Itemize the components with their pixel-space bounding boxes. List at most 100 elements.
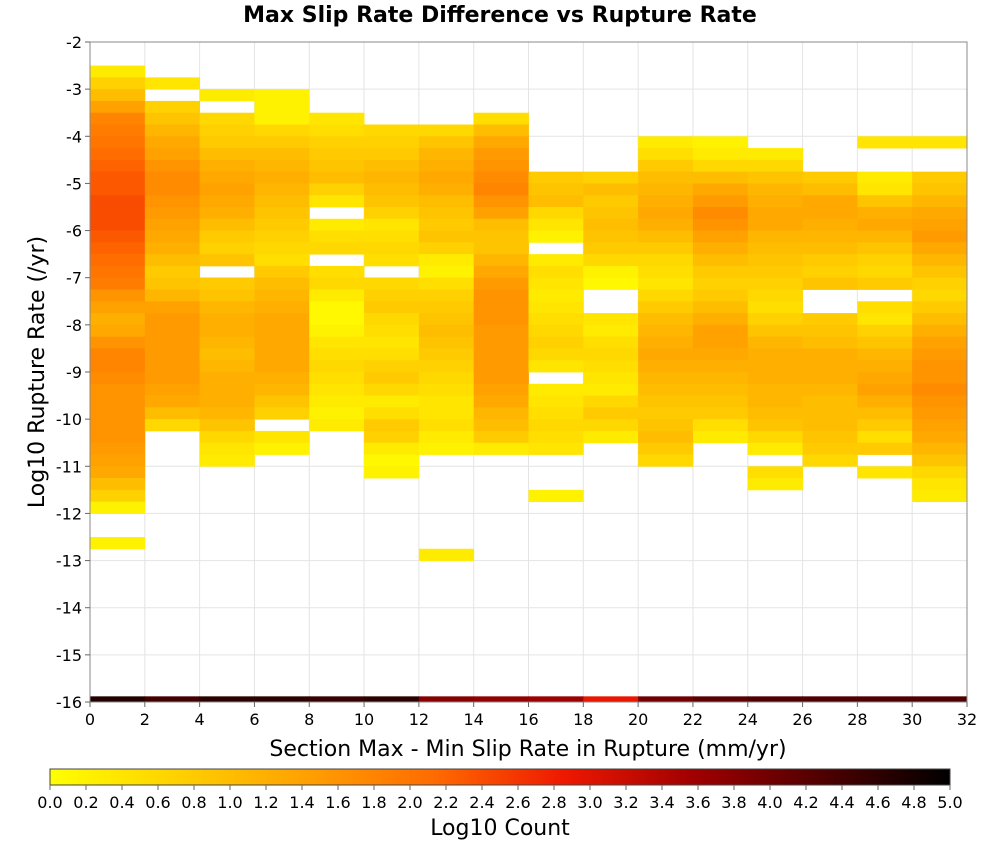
heatmap-cell xyxy=(802,183,858,196)
heatmap-cell xyxy=(473,372,529,385)
heatmap-cell xyxy=(857,230,913,243)
heatmap-cell xyxy=(912,195,968,208)
heatmap-cell xyxy=(528,254,584,267)
x-tick-label: 24 xyxy=(738,710,758,729)
heatmap-cell xyxy=(692,383,749,396)
colorbar-tick-label: 1.8 xyxy=(361,793,386,812)
colorbar-tick-label: 1.4 xyxy=(289,793,314,812)
heatmap-cell xyxy=(90,207,146,220)
heatmap-cell xyxy=(638,336,694,349)
heatmap-cell xyxy=(583,372,639,385)
heatmap-cell xyxy=(802,348,858,361)
heatmap-cell xyxy=(199,454,255,467)
heatmap-cell xyxy=(638,289,694,302)
x-tick-label: 32 xyxy=(957,710,977,729)
heatmap-cell xyxy=(90,372,146,385)
heatmap-cell xyxy=(912,383,968,396)
heatmap-cell xyxy=(692,419,749,432)
heatmap-cell xyxy=(90,77,146,90)
colorbar-tick-label: 3.2 xyxy=(613,793,638,812)
heatmap-cell xyxy=(254,136,310,149)
heatmap-cell xyxy=(364,430,420,444)
heatmap-cell xyxy=(747,183,803,196)
heatmap-cell xyxy=(912,372,968,385)
heatmap-cell xyxy=(473,242,529,255)
heatmap-cell xyxy=(747,230,803,243)
heatmap-cell xyxy=(692,277,749,290)
heatmap-cell xyxy=(857,195,913,208)
heatmap-cell xyxy=(309,419,365,432)
heatmap-cell xyxy=(473,171,529,184)
heatmap-cell xyxy=(254,242,310,255)
heatmap-cell xyxy=(802,242,858,255)
heatmap-cell xyxy=(747,430,803,444)
heatmap-cell xyxy=(747,466,803,479)
heatmap-cell xyxy=(309,360,365,373)
heatmap-cell xyxy=(583,419,639,432)
heatmap-cell-bottom xyxy=(857,696,913,702)
heatmap-cell xyxy=(912,207,968,220)
heatmap-cell xyxy=(583,254,639,267)
heatmap-cell xyxy=(144,195,201,208)
heatmap-cell xyxy=(90,348,146,361)
heatmap-cell xyxy=(857,136,913,149)
heatmap-cell xyxy=(364,372,420,385)
heatmap-cell xyxy=(912,442,968,455)
y-tick-label: -5 xyxy=(66,174,82,193)
heatmap-cell xyxy=(583,336,639,349)
heatmap-cell xyxy=(747,195,803,208)
heatmap-cell xyxy=(692,430,749,444)
heatmap-cell xyxy=(912,254,968,267)
heatmap-cell xyxy=(199,407,255,420)
colorbar xyxy=(49,768,951,786)
heatmap-cell xyxy=(418,430,475,444)
heatmap-cell xyxy=(364,218,420,231)
heatmap-cell xyxy=(144,230,201,243)
heatmap-cell xyxy=(638,395,694,408)
heatmap-cell xyxy=(528,183,584,196)
heatmap-cell xyxy=(802,336,858,349)
heatmap-cell xyxy=(418,336,475,349)
heatmap-cells xyxy=(90,65,968,702)
heatmap-cell xyxy=(528,383,584,396)
heatmap-cell xyxy=(747,478,803,491)
colorbar-ticks: 0.0 0.2 0.4 0.6 0.8 1.0 1.2 1.4 1.6 1.8 2.0 2.2 2.4 2… xyxy=(37,785,963,812)
x-tick-label: 10 xyxy=(354,710,374,729)
heatmap-cell xyxy=(144,136,201,149)
x-tick-label: 6 xyxy=(249,710,259,729)
heatmap-cell xyxy=(692,218,749,231)
colorbar-tick-label: 0.8 xyxy=(181,793,206,812)
heatmap-cell xyxy=(90,466,146,479)
heatmap-cell xyxy=(254,159,310,173)
y-axis-ticks: -2 -3 -4 -5 -6 -7 -8 -9 -10 -11 -12 -13 -14 -15 -16 xyxy=(56,33,90,712)
heatmap-cell xyxy=(418,218,475,231)
heatmap-cell xyxy=(309,395,365,408)
heatmap-cell xyxy=(364,230,420,243)
heatmap-cell xyxy=(692,207,749,220)
heatmap-cell xyxy=(254,430,310,444)
heatmap-cell xyxy=(144,301,201,314)
heatmap-cell xyxy=(583,265,639,279)
heatmap-cell xyxy=(418,442,475,455)
heatmap-cell xyxy=(857,383,913,396)
heatmap-cell xyxy=(747,407,803,420)
heatmap-cell xyxy=(364,301,420,314)
heatmap-cell xyxy=(309,136,365,149)
heatmap-cell xyxy=(638,254,694,267)
heatmap-cell xyxy=(364,442,420,455)
heatmap-cell xyxy=(912,336,968,349)
heatmap-cell xyxy=(912,265,968,279)
heatmap-cell xyxy=(144,372,201,385)
heatmap-cell xyxy=(254,218,310,231)
heatmap-cell xyxy=(309,148,365,161)
heatmap-cell xyxy=(473,395,529,408)
heatmap-cell xyxy=(692,159,749,173)
heatmap-cell xyxy=(309,301,365,314)
heatmap-cell xyxy=(418,289,475,302)
heatmap-cell xyxy=(199,289,255,302)
heatmap-cell xyxy=(857,336,913,349)
heatmap-cell xyxy=(583,207,639,220)
heatmap-cell xyxy=(144,207,201,220)
heatmap-cell xyxy=(638,454,694,467)
x-tick-label: 20 xyxy=(628,710,648,729)
